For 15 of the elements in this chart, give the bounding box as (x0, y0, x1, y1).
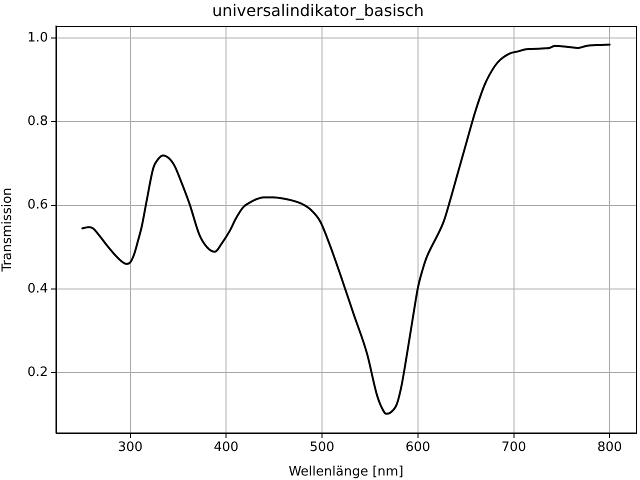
y-tick-label: 0.8 (27, 114, 48, 129)
x-tick-label: 400 (214, 440, 239, 456)
x-tick-label: 500 (310, 440, 334, 456)
x-tick-label: 600 (405, 440, 430, 456)
line-series (81, 44, 611, 415)
y-axis-title: Transmission (0, 188, 16, 273)
chart-title: universalindikator_basisch (212, 0, 424, 20)
x-tick-label: 800 (597, 440, 622, 456)
x-tick-label: 300 (118, 440, 143, 456)
y-tick-label: 0.6 (27, 198, 48, 213)
x-tick-label: 700 (501, 440, 526, 456)
y-tick-label: 1.0 (27, 30, 48, 46)
x-axis-title: Wellenlänge [nm] (288, 464, 404, 480)
y-tick-label: 0.2 (27, 365, 48, 380)
y-tick-label: 0.4 (27, 281, 48, 296)
